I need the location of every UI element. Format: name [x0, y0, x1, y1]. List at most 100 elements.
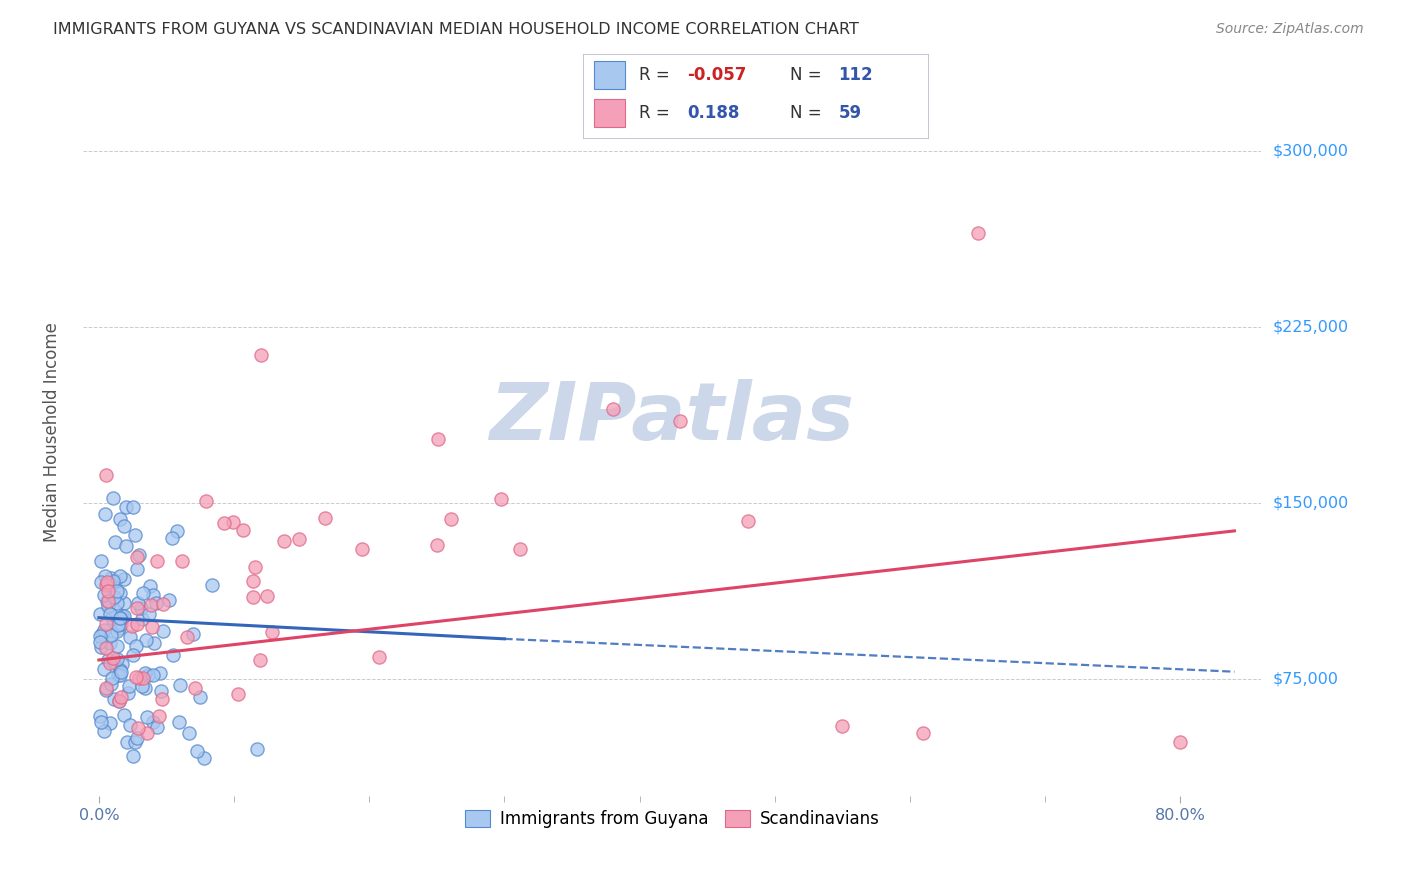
- Point: [118, 631, 141, 645]
- Point: [108, 586, 131, 600]
- Point: [110, 612, 132, 626]
- Point: [188, 690, 211, 705]
- Point: [105, 652, 128, 666]
- Point: [114, 539, 136, 553]
- Point: [132, 586, 155, 600]
- Point: [141, 620, 163, 634]
- Point: [148, 709, 170, 723]
- Point: [94, 578, 117, 592]
- Point: [98, 607, 121, 621]
- Point: [250, 348, 273, 362]
- Point: [193, 750, 215, 764]
- Point: [96, 594, 118, 608]
- Point: [121, 619, 143, 633]
- Point: [186, 744, 208, 758]
- Point: [128, 671, 150, 685]
- Point: [103, 655, 125, 669]
- Point: [90, 554, 112, 568]
- Point: [124, 669, 146, 683]
- Point: [125, 549, 148, 564]
- Point: [94, 468, 117, 483]
- Point: [124, 528, 146, 542]
- Text: $225,000: $225,000: [1272, 319, 1348, 334]
- Point: [110, 617, 132, 632]
- Point: [94, 681, 117, 695]
- Point: [138, 607, 160, 622]
- Point: [117, 735, 139, 749]
- Point: [150, 692, 173, 706]
- Point: [107, 667, 129, 681]
- Point: [101, 574, 124, 588]
- Text: ZIPatlas: ZIPatlas: [489, 379, 855, 457]
- Point: [125, 731, 148, 745]
- Point: [966, 226, 988, 240]
- Point: [105, 584, 128, 599]
- Point: [100, 677, 122, 691]
- Point: [112, 707, 135, 722]
- Point: [94, 617, 117, 632]
- Point: [96, 575, 118, 590]
- Point: [142, 714, 165, 729]
- Point: [139, 579, 162, 593]
- Point: [112, 572, 135, 586]
- Point: [314, 510, 336, 524]
- Y-axis label: Median Household Income: Median Household Income: [44, 322, 60, 542]
- Point: [108, 694, 131, 708]
- Point: [115, 500, 138, 515]
- Point: [108, 512, 131, 526]
- Point: [142, 668, 165, 682]
- Text: Source: ZipAtlas.com: Source: ZipAtlas.com: [1216, 22, 1364, 37]
- Point: [132, 671, 155, 685]
- Point: [134, 681, 156, 696]
- Point: [127, 617, 149, 632]
- Point: [108, 611, 131, 625]
- Point: [426, 538, 449, 552]
- Point: [118, 679, 141, 693]
- Point: [145, 596, 167, 610]
- Point: [97, 584, 120, 599]
- Point: [509, 541, 531, 556]
- Point: [98, 715, 121, 730]
- Point: [166, 524, 188, 538]
- Point: [142, 636, 165, 650]
- Point: [98, 596, 121, 610]
- Point: [94, 683, 117, 698]
- Point: [145, 554, 167, 568]
- Point: [160, 531, 183, 545]
- Point: [162, 648, 184, 662]
- Point: [98, 636, 121, 650]
- Point: [135, 633, 157, 648]
- Point: [97, 599, 120, 613]
- Point: [149, 666, 172, 681]
- Point: [103, 604, 125, 618]
- Point: [112, 596, 135, 610]
- Point: [110, 665, 132, 680]
- Point: [93, 623, 115, 637]
- Point: [256, 589, 278, 603]
- Text: R =: R =: [638, 66, 675, 84]
- Point: [135, 726, 157, 740]
- Point: [91, 627, 114, 641]
- Point: [104, 574, 127, 588]
- Point: [142, 588, 165, 602]
- Point: [125, 600, 148, 615]
- Point: [104, 535, 127, 549]
- Point: [89, 630, 111, 644]
- Point: [152, 597, 174, 611]
- Point: [214, 516, 236, 531]
- Point: [108, 668, 131, 682]
- Point: [108, 694, 131, 708]
- Point: [110, 690, 132, 705]
- Point: [117, 686, 139, 700]
- Point: [169, 678, 191, 692]
- Point: [134, 665, 156, 680]
- Text: N =: N =: [790, 104, 827, 122]
- Point: [93, 588, 115, 602]
- Point: [131, 679, 153, 693]
- Point: [170, 554, 193, 568]
- Point: [139, 598, 162, 612]
- Text: N =: N =: [790, 66, 827, 84]
- Point: [440, 512, 463, 526]
- Point: [350, 541, 373, 556]
- Point: [97, 653, 120, 667]
